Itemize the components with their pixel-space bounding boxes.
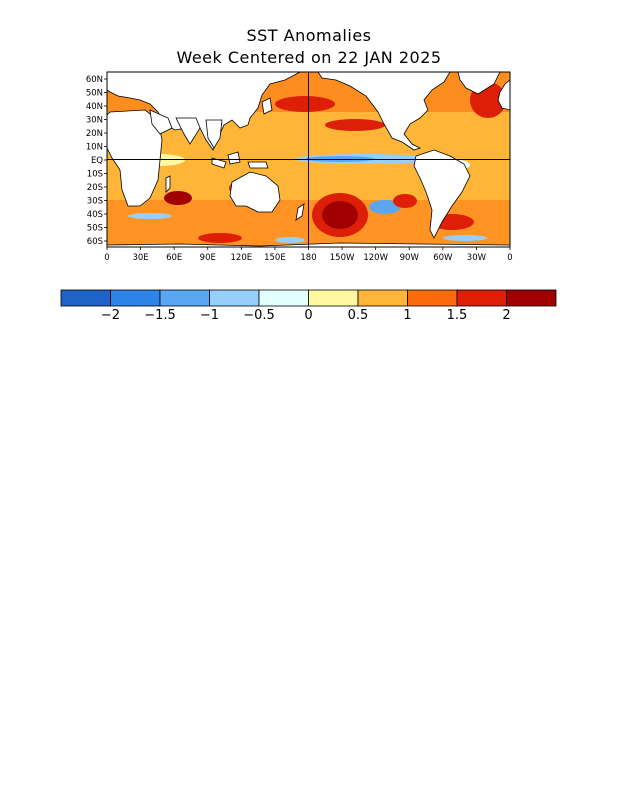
latitude-axis: 60N 50N 40N 30N 20N 10N EQ 10S 20S 30S 40S 50S 60S	[86, 75, 107, 247]
lat-label: 50N	[86, 89, 103, 99]
lon-label: 30W	[467, 253, 487, 263]
land-greenland	[457, 72, 501, 95]
colorbar-swatch	[209, 289, 260, 307]
land-indonesia-2	[227, 151, 241, 165]
lon-label: 0	[507, 253, 512, 263]
field-npac-warm	[275, 96, 335, 112]
colorbar-label: 2	[502, 308, 510, 323]
colorbar-label: 0.5	[348, 308, 369, 323]
colorbar-swatch	[159, 289, 210, 307]
land-north-america	[317, 72, 451, 151]
field-sepac-cold	[369, 200, 401, 214]
colorbar-swatch	[407, 289, 458, 307]
lon-label: 30E	[132, 253, 148, 263]
field-so-warm	[198, 233, 242, 243]
colorbar-label: 1.5	[447, 308, 468, 323]
colorbar-label: 0	[304, 308, 312, 323]
map-title: SST Anomalies	[246, 26, 372, 45]
lat-label: 40N	[86, 102, 103, 112]
lat-label: 60N	[86, 75, 103, 85]
lon-label: 180	[300, 253, 316, 263]
land-eurasia	[107, 72, 301, 151]
field-cold-core	[305, 156, 375, 162]
colorbar-label: −0.5	[243, 308, 275, 323]
lon-label: 120W	[363, 253, 388, 263]
lon-label: 150W	[330, 253, 355, 263]
lat-label: 10N	[86, 143, 103, 153]
field-so-cold-1	[128, 213, 172, 219]
lat-label: EQ	[91, 156, 103, 166]
lon-label: 60E	[166, 253, 182, 263]
colorbar-swatch	[357, 289, 408, 307]
land-japan	[261, 97, 273, 115]
lat-label: 40S	[87, 210, 103, 220]
land-indochina	[205, 119, 223, 149]
field-spac-hot	[322, 201, 358, 229]
lat-label: 10S	[87, 170, 103, 180]
lon-label: 150E	[264, 253, 286, 263]
field-so-cold-3	[275, 237, 305, 243]
colorbar-swatch	[456, 289, 507, 307]
land-australia	[229, 171, 281, 213]
colorbar-swatch	[258, 289, 309, 307]
anomaly-field	[107, 72, 510, 247]
land-new-zealand	[295, 203, 305, 221]
lon-label: 90E	[200, 253, 216, 263]
field-indian-warm	[164, 191, 192, 205]
colorbar-label: 1	[403, 308, 411, 323]
land-south-america	[413, 149, 471, 239]
lat-label: 50S	[87, 224, 103, 234]
field-npac-warm-2	[325, 119, 385, 131]
land-europe-west	[497, 79, 510, 111]
land-new-guinea	[247, 161, 269, 169]
land-india	[175, 117, 201, 145]
colorbar	[60, 289, 557, 307]
colorbar-labels: −2 −1.5 −1 −0.5 0 0.5 1 1.5 2	[101, 308, 511, 323]
colorbar-swatch	[110, 289, 161, 307]
colorbar-label: −2	[101, 308, 120, 323]
colorbar-swatch	[60, 289, 111, 307]
lon-label: 0	[104, 253, 109, 263]
field-sepac-warm	[393, 194, 417, 208]
land-indonesia-1	[211, 157, 227, 169]
lat-label: 30S	[87, 197, 103, 207]
lon-label: 60W	[433, 253, 453, 263]
colorbar-swatch	[506, 289, 557, 307]
lat-label: 20S	[87, 183, 103, 193]
longitude-axis: 0 30E 60E 90E 120E 150E 180 150W 120W 90W 60W 30W 0	[104, 247, 513, 263]
land-masses	[107, 72, 510, 247]
colorbar-label: −1.5	[144, 308, 176, 323]
colorbar-label: −1	[200, 308, 219, 323]
colorbar-swatch	[308, 289, 359, 307]
map-subtitle: Week Centered on 22 JAN 2025	[176, 48, 442, 67]
lat-label: 30N	[86, 116, 103, 126]
lon-label: 90W	[400, 253, 420, 263]
field-so-cold-2	[443, 235, 487, 241]
lat-label: 60S	[87, 237, 103, 247]
land-arabia	[149, 109, 173, 135]
lon-label: 120E	[231, 253, 253, 263]
land-madagascar	[165, 175, 171, 193]
lat-label: 20N	[86, 129, 103, 139]
